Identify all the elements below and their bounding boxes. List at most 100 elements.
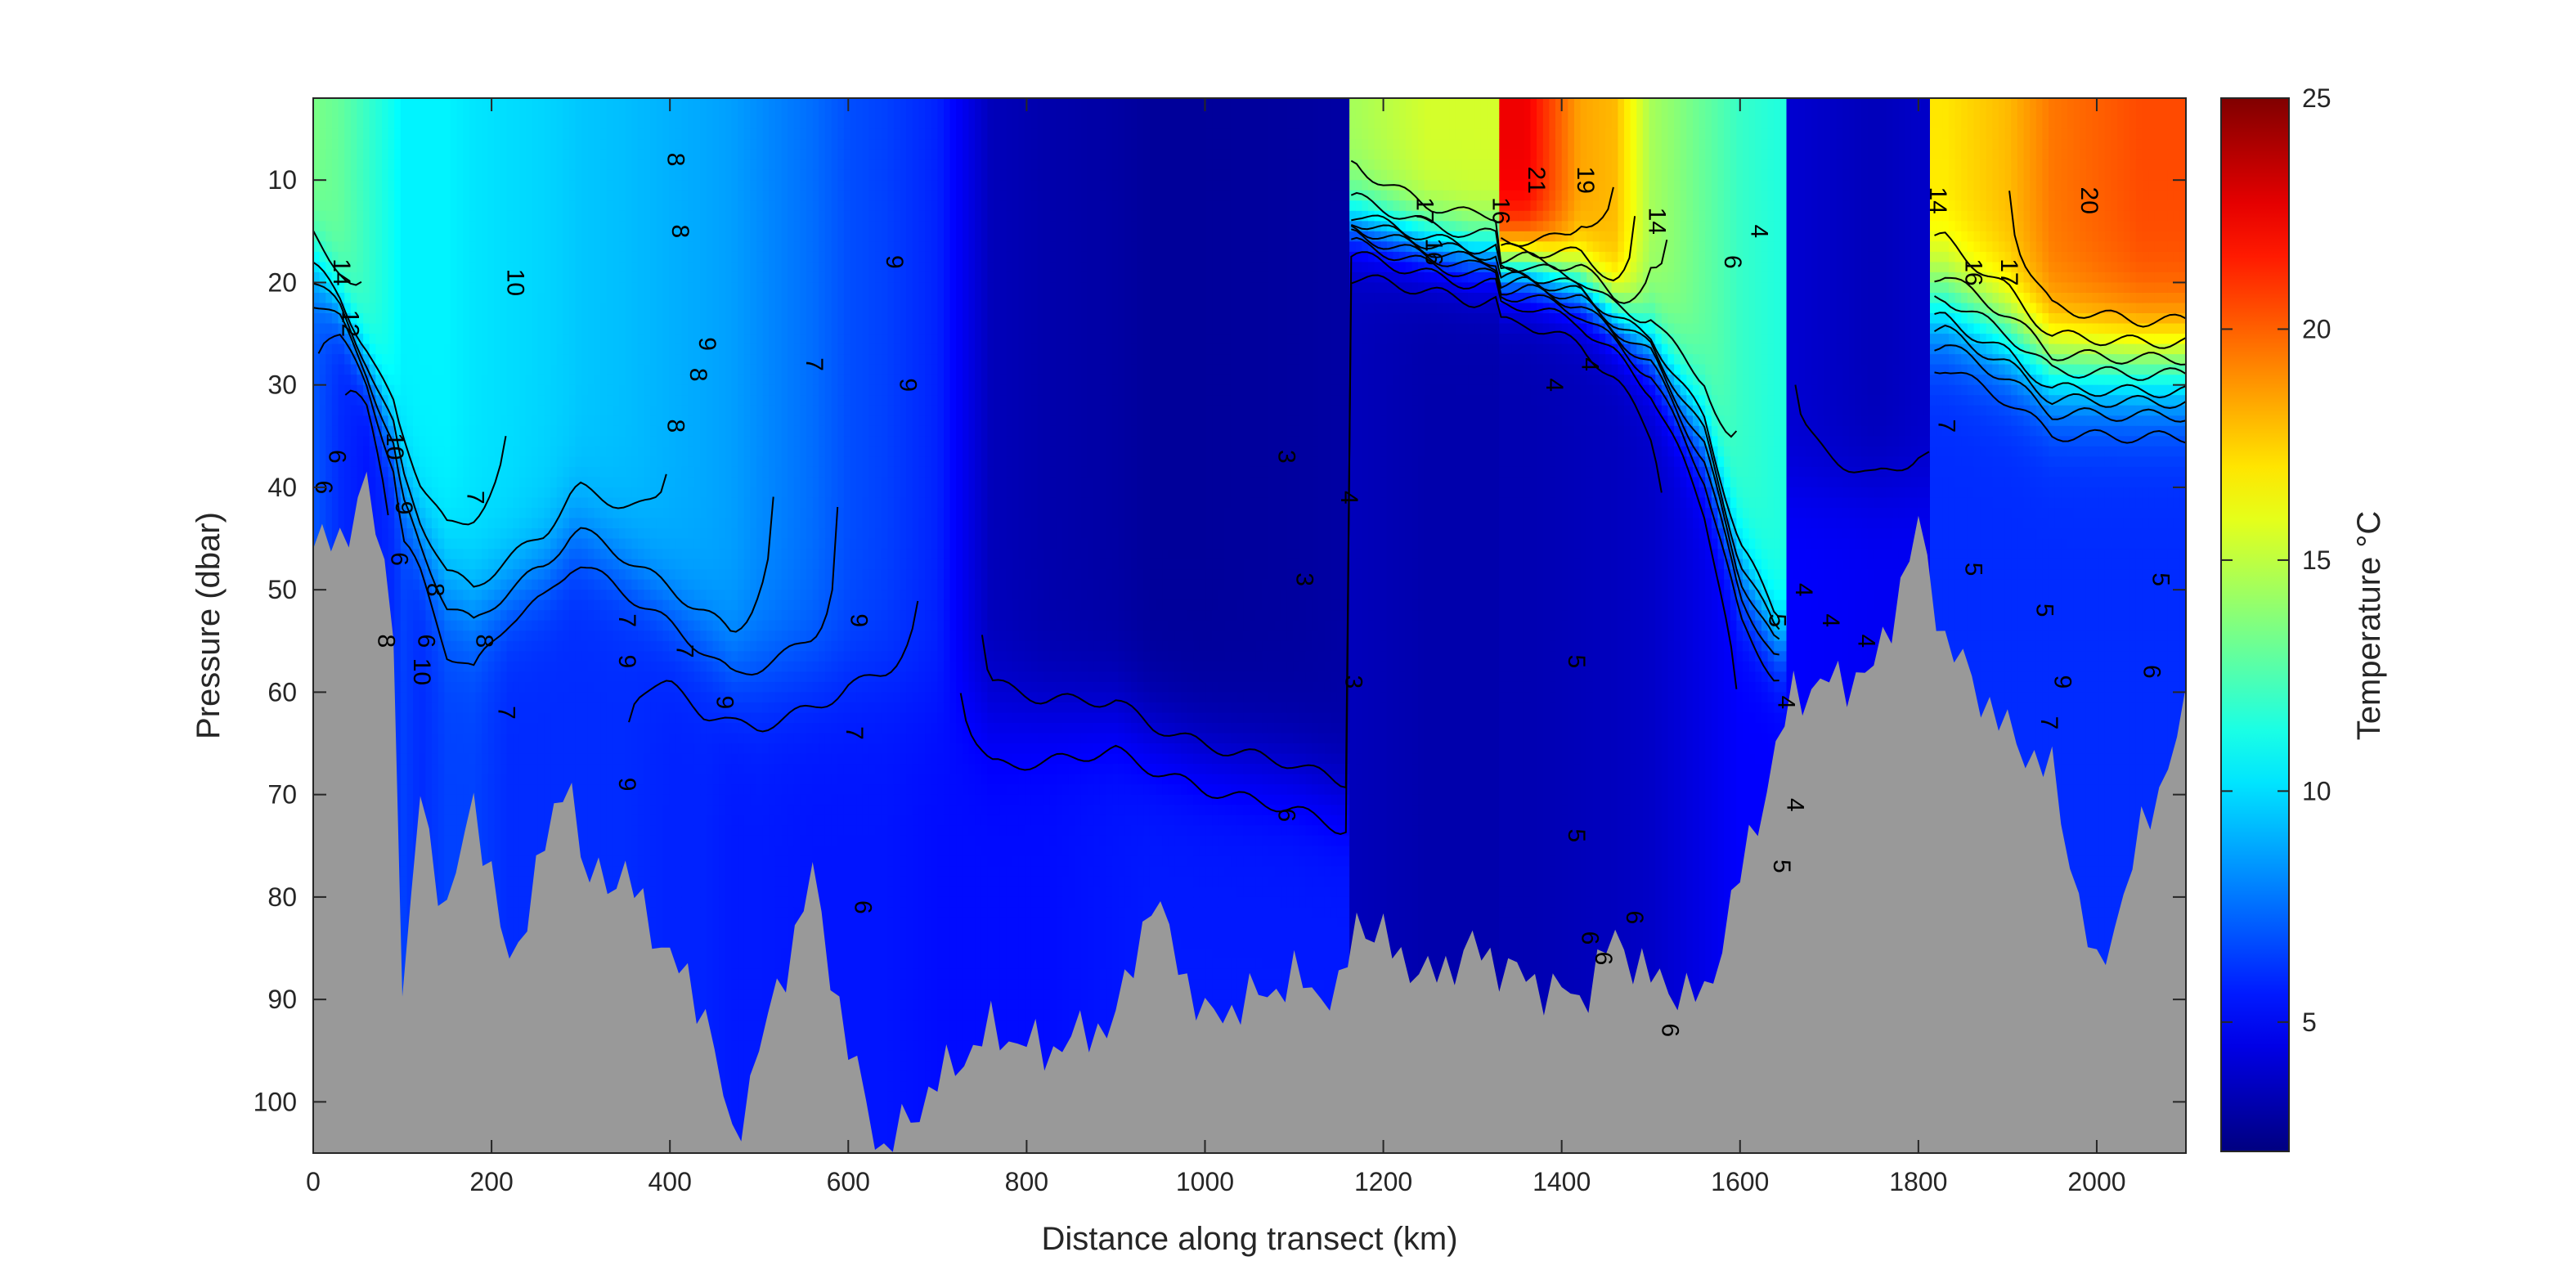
temperature-cell [569,129,576,140]
temperature-cell [382,119,388,129]
temperature-cell [595,764,601,774]
temperature-cell [476,764,482,774]
temperature-cell [526,456,532,467]
temperature-cell [444,815,451,826]
temperature-cell [320,395,326,406]
temperature-cell [507,159,514,170]
temperature-cell [513,109,519,119]
temperature-cell [500,897,507,908]
temperature-cell [500,528,507,539]
temperature-cell [526,211,532,222]
temperature-cell [444,109,451,119]
temperature-cell [500,334,507,344]
temperature-cell [357,109,363,119]
temperature-cell [420,241,426,252]
temperature-cell [457,129,464,140]
temperature-cell [569,272,576,283]
temperature-cell [595,170,601,181]
temperature-cell [532,477,538,487]
temperature-cell [600,395,607,406]
temperature-cell [563,313,569,324]
temperature-cell [607,734,613,744]
temperature-cell [357,406,363,416]
temperature-cell [394,109,401,119]
temperature-cell [313,200,320,211]
temperature-cell [370,170,376,181]
temperature-cell [313,98,320,109]
temperature-cell [500,846,507,856]
temperature-cell [457,702,464,713]
temperature-cell [351,293,357,303]
temperature-cell [588,98,595,109]
temperature-cell [432,139,438,150]
temperature-cell [413,375,420,385]
temperature-cell [320,415,326,426]
temperature-cell [457,119,464,129]
temperature-cell [538,662,545,672]
temperature-cell [607,180,613,191]
temperature-cell [432,846,438,856]
temperature-cell [407,580,414,590]
temperature-cell [513,754,519,765]
temperature-cell [388,98,395,109]
temperature-cell [420,231,426,242]
temperature-cell [595,293,601,303]
temperature-cell [557,344,563,355]
temperature-cell [463,456,469,467]
temperature-cell [507,98,514,109]
temperature-cell [563,477,569,487]
temperature-cell [425,262,432,272]
temperature-cell [401,928,407,939]
temperature-cell [451,262,457,272]
temperature-cell [444,262,451,272]
temperature-cell [488,211,495,222]
temperature-cell [519,436,526,447]
temperature-cell [576,723,582,734]
temperature-cell [463,313,469,324]
temperature-cell [581,754,588,765]
temperature-cell [469,447,476,457]
temperature-cell [438,231,445,242]
temperature-cell [476,406,482,416]
temperature-cell [482,200,488,211]
temperature-cell [482,293,488,303]
temperature-cell [532,692,538,702]
temperature-cell [382,282,388,293]
temperature-cell [413,262,420,272]
temperature-cell [557,477,563,487]
temperature-cell [488,723,495,734]
temperature-cell [550,221,557,231]
temperature-cell [438,436,445,447]
temperature-cell [332,221,339,231]
temperature-cell [482,528,488,539]
temperature-cell [600,313,607,324]
temperature-cell [576,159,582,170]
temperature-cell [513,303,519,314]
temperature-cell [544,221,550,231]
temperature-cell [394,272,401,283]
temperature-cell [488,754,495,765]
temperature-cell [544,734,550,744]
temperature-cell [519,662,526,672]
temperature-cell [600,723,607,734]
temperature-cell [438,241,445,252]
temperature-cell [451,825,457,836]
temperature-cell [581,231,588,242]
temperature-cell [550,241,557,252]
temperature-cell [469,252,476,263]
temperature-cell [444,682,451,693]
temperature-cell [332,354,339,365]
temperature-cell [569,651,576,662]
temperature-cell [425,774,432,785]
temperature-cell [469,743,476,754]
temperature-cell [500,662,507,672]
temperature-cell [407,252,414,263]
temperature-cell [332,518,339,529]
temperature-cell [581,282,588,293]
temperature-cell [451,651,457,662]
temperature-cell [557,303,563,314]
temperature-cell [595,836,601,846]
temperature-cell [438,324,445,334]
temperature-cell [544,293,550,303]
temperature-cell [451,487,457,498]
